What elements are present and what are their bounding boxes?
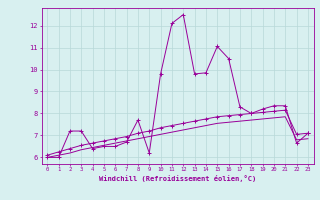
X-axis label: Windchill (Refroidissement éolien,°C): Windchill (Refroidissement éolien,°C) bbox=[99, 175, 256, 182]
